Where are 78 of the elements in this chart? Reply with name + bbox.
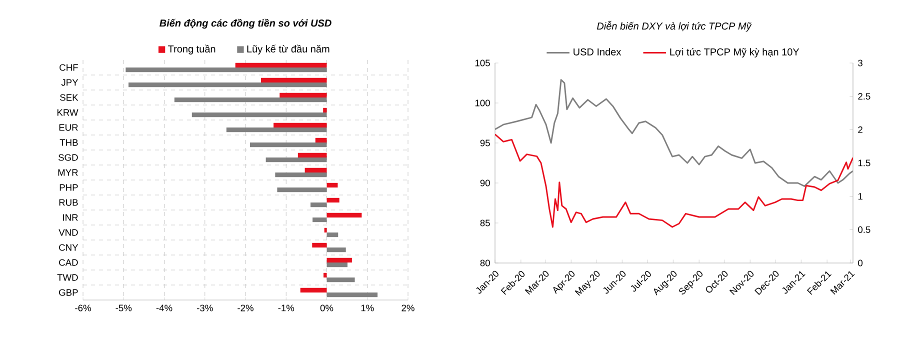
bar (326, 182, 338, 188)
x-tick-label: -1% (278, 304, 294, 312)
y-tick-label: VND (58, 229, 78, 236)
y-tick-label: JPY (61, 79, 78, 86)
y2-tick-label: 2.5 (858, 93, 870, 100)
bar (326, 258, 352, 262)
chart-title: Diễn biến DXY và lợi tức TPCP Mỹ (596, 20, 752, 32)
bar (274, 122, 327, 128)
bar (326, 277, 355, 282)
bar (235, 62, 327, 68)
bar (304, 168, 327, 172)
bar (298, 152, 327, 158)
bar (174, 97, 327, 102)
y-tick-label: 105 (475, 60, 490, 66)
bar (260, 78, 327, 82)
bar (326, 212, 362, 218)
bar (312, 242, 327, 248)
bar (326, 247, 346, 252)
x-tick-label: -4% (156, 304, 172, 312)
bar (326, 292, 378, 298)
bar (326, 262, 348, 268)
x-tick-label: -2% (238, 304, 254, 312)
y-tick-label: CHF (60, 64, 78, 71)
y-tick-label: 85 (480, 220, 490, 226)
bar (323, 108, 327, 112)
x-tick-label: -6% (75, 304, 91, 312)
legend-label: Trong tuần (168, 44, 216, 54)
bar (126, 68, 327, 72)
y-tick-label: THB (60, 139, 78, 146)
y-tick-label: PHP (60, 184, 78, 191)
bar (250, 142, 327, 148)
x-tick-label: -5% (116, 304, 132, 312)
y-tick-label: KRW (57, 109, 78, 116)
y2-tick-label: 3 (858, 60, 862, 66)
line-series (495, 134, 853, 228)
y2-tick-label: 2 (858, 126, 862, 133)
legend-label: USD Index (574, 48, 622, 56)
y2-tick-label: 0.5 (858, 226, 870, 233)
bar (312, 217, 327, 222)
y-tick-label: GBP (59, 289, 78, 296)
y-tick-label: CNY (59, 244, 78, 251)
y-tick-label: EUR (59, 124, 78, 131)
y-tick-label: 95 (480, 140, 490, 146)
y-tick-label: SEK (60, 94, 78, 101)
bar (326, 232, 338, 238)
y2-tick-label: 0 (858, 260, 863, 266)
x-tick-label: 2% (402, 304, 414, 312)
y-tick-label: 90 (480, 180, 490, 186)
chart-title: Biến động các đồng tiền so với USD (160, 18, 332, 29)
y-tick-label: SGD (58, 154, 78, 161)
y-tick-label: CAD (59, 259, 78, 266)
bar (280, 92, 327, 98)
legend-label: Lợi tức TPCP Mỹ kỳ hạn 10Y (670, 48, 800, 58)
bar (300, 288, 327, 292)
y-tick-label: 100 (475, 100, 490, 106)
line-series (495, 79, 853, 187)
x-tick-label: 1% (361, 304, 374, 312)
legend-label: Lũy kế từ đầu năm (247, 44, 330, 54)
bar (266, 157, 327, 162)
y2-tick-label: 1.5 (858, 160, 870, 166)
y-tick-label: INR (63, 214, 78, 221)
x-tick-label: -3% (197, 304, 213, 312)
bar (192, 112, 327, 118)
y-tick-label: 80 (480, 260, 490, 266)
y2-tick-label: 1 (858, 193, 862, 200)
bar (324, 272, 327, 278)
bar (324, 228, 327, 232)
bar (277, 187, 327, 192)
bar (226, 127, 327, 132)
y-tick-label: MYR (58, 169, 78, 176)
x-tick-label: 0% (320, 304, 334, 312)
bar (128, 82, 327, 88)
bar (310, 202, 327, 208)
bar (326, 198, 340, 202)
y-tick-label: TWD (57, 274, 78, 281)
y-tick-label: RUB (59, 199, 78, 206)
bar (275, 172, 327, 178)
bar (315, 138, 327, 142)
